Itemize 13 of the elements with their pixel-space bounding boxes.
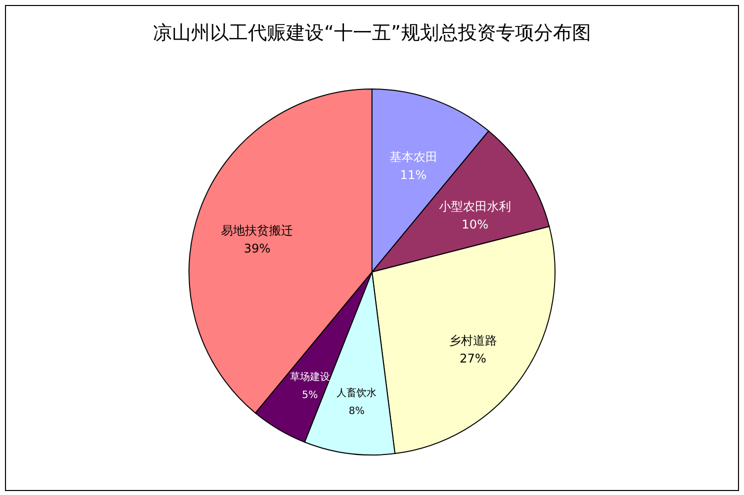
data-label: 27% — [460, 352, 486, 366]
slice-label: 草场建设 — [290, 371, 330, 384]
slice-label: 小型农田水利 — [439, 200, 512, 214]
data-label: 10% — [462, 218, 488, 232]
data-label: 8% — [348, 406, 365, 418]
data-label: 39% — [244, 242, 271, 256]
slice-label: 人畜饮水 — [336, 387, 377, 400]
slice-label: 乡村道路 — [448, 334, 497, 348]
data-label: 5% — [302, 390, 318, 402]
chart-title: 凉山州以工代赈建设“十一五”规划总投资专项分布图 — [153, 22, 591, 44]
slice-label: 基本农田 — [389, 150, 438, 164]
data-label: 11% — [400, 168, 427, 182]
slice-label: 易地扶贫搬迁 — [221, 224, 294, 238]
